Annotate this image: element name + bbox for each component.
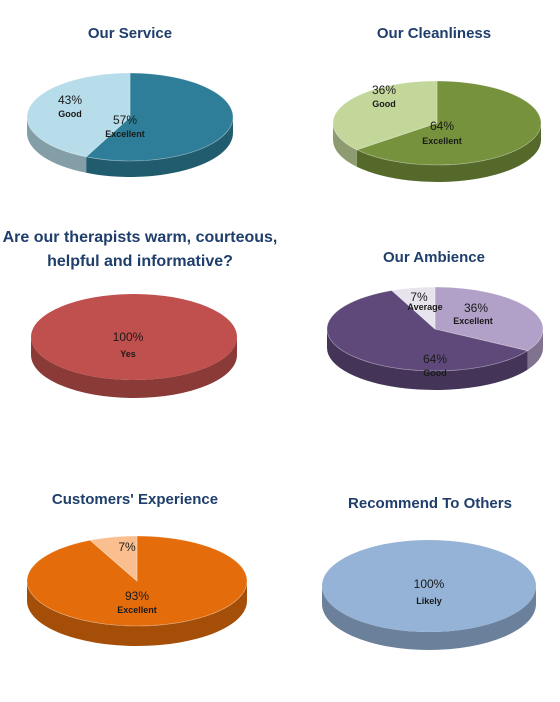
pie-side-wall <box>356 123 541 182</box>
pie-svg: 100% Likely <box>322 540 536 650</box>
pie-category-label: Excellent <box>453 316 493 326</box>
chart-title: Recommend To Others <box>348 495 512 512</box>
pie-category-label: Yes <box>120 349 136 359</box>
pie-category-label: Excellent <box>105 129 145 139</box>
pie-slice <box>322 540 536 632</box>
pie-svg: 100% Yes <box>31 294 237 398</box>
pie-slice <box>390 286 436 330</box>
chart-therapists: Are our therapists warm, courteous, help… <box>0 224 290 410</box>
chart-our-ambience: Our Ambience 36% Excellent 64% Good 7% Averag… <box>308 246 560 406</box>
pie-sides <box>327 329 543 390</box>
chart-title: Our Service <box>87 25 173 42</box>
pie-sides <box>333 123 541 182</box>
pie-sides <box>322 586 536 650</box>
pie-slice <box>31 294 237 380</box>
pie-sides <box>26 117 233 177</box>
pie-category-label: Likely <box>416 596 442 606</box>
pie-side-wall <box>31 337 237 398</box>
pie-percent-label: 43% <box>58 93 82 107</box>
pie-percent-label: 64% <box>423 352 447 366</box>
pie-percent-label: 36% <box>464 301 488 315</box>
pie-side-wall <box>26 117 87 173</box>
pie-side-wall <box>86 117 233 177</box>
chart-our-service: Our Service 57% Excellent 43% Good <box>0 20 260 190</box>
pie-slice <box>332 80 438 151</box>
pie-percent-label: 100% <box>113 330 144 344</box>
pie-slice <box>89 535 138 582</box>
pie-slice <box>326 290 529 372</box>
pie-side-wall <box>322 586 536 650</box>
pie-percent-label: 36% <box>372 83 396 97</box>
pie-side-wall <box>527 329 543 370</box>
chart-title: Our Cleanliness <box>376 25 492 42</box>
pie-side-wall <box>27 581 247 646</box>
pie-svg: 93% Excellent 7% <box>26 535 248 646</box>
pie-category-label: Good <box>372 99 396 109</box>
pie-category-label: Good <box>423 368 447 378</box>
pie-sides <box>27 581 247 646</box>
chart-title: Our Ambience <box>383 249 485 266</box>
chart-our-cleanliness: Our Cleanliness 64% Excellent 36% Good <box>308 20 560 190</box>
pie-category-label: Excellent <box>422 136 462 146</box>
pie-svg: 57% Excellent 43% Good <box>26 72 234 177</box>
pie-percent-label: 64% <box>430 119 454 133</box>
pie-percent-label: 57% <box>113 113 137 127</box>
pie-svg: 64% Excellent 36% Good <box>332 80 542 182</box>
pie-sides <box>31 337 237 398</box>
pie-category-label: Average <box>407 302 442 312</box>
pie-percent-label: 7% <box>410 290 428 304</box>
chart-recommend: Recommend To Others 100% Likely <box>300 486 560 666</box>
pie-percent-label: 93% <box>125 589 149 603</box>
pie-percent-label: 7% <box>118 540 136 554</box>
chart-title: Are our therapists warm, courteous, help… <box>2 229 278 270</box>
pie-side-wall <box>327 329 528 390</box>
pie-category-label: Good <box>58 109 82 119</box>
pie-slice <box>26 535 248 627</box>
pie-svg: 36%Excellent 64% Good 7%Average <box>326 286 544 390</box>
pie-slice <box>26 72 131 158</box>
pie-slice <box>85 72 234 162</box>
pie-side-wall <box>333 123 357 167</box>
pie-slice <box>355 80 542 166</box>
chart-customers-experience: Customers' Experience 93% Excellent 7% <box>0 486 270 662</box>
chart-title: Customers' Experience <box>51 491 219 508</box>
pie-percent-label: 100% <box>414 577 445 591</box>
pie-slice <box>434 286 544 352</box>
pie-category-label: Excellent <box>117 605 157 615</box>
